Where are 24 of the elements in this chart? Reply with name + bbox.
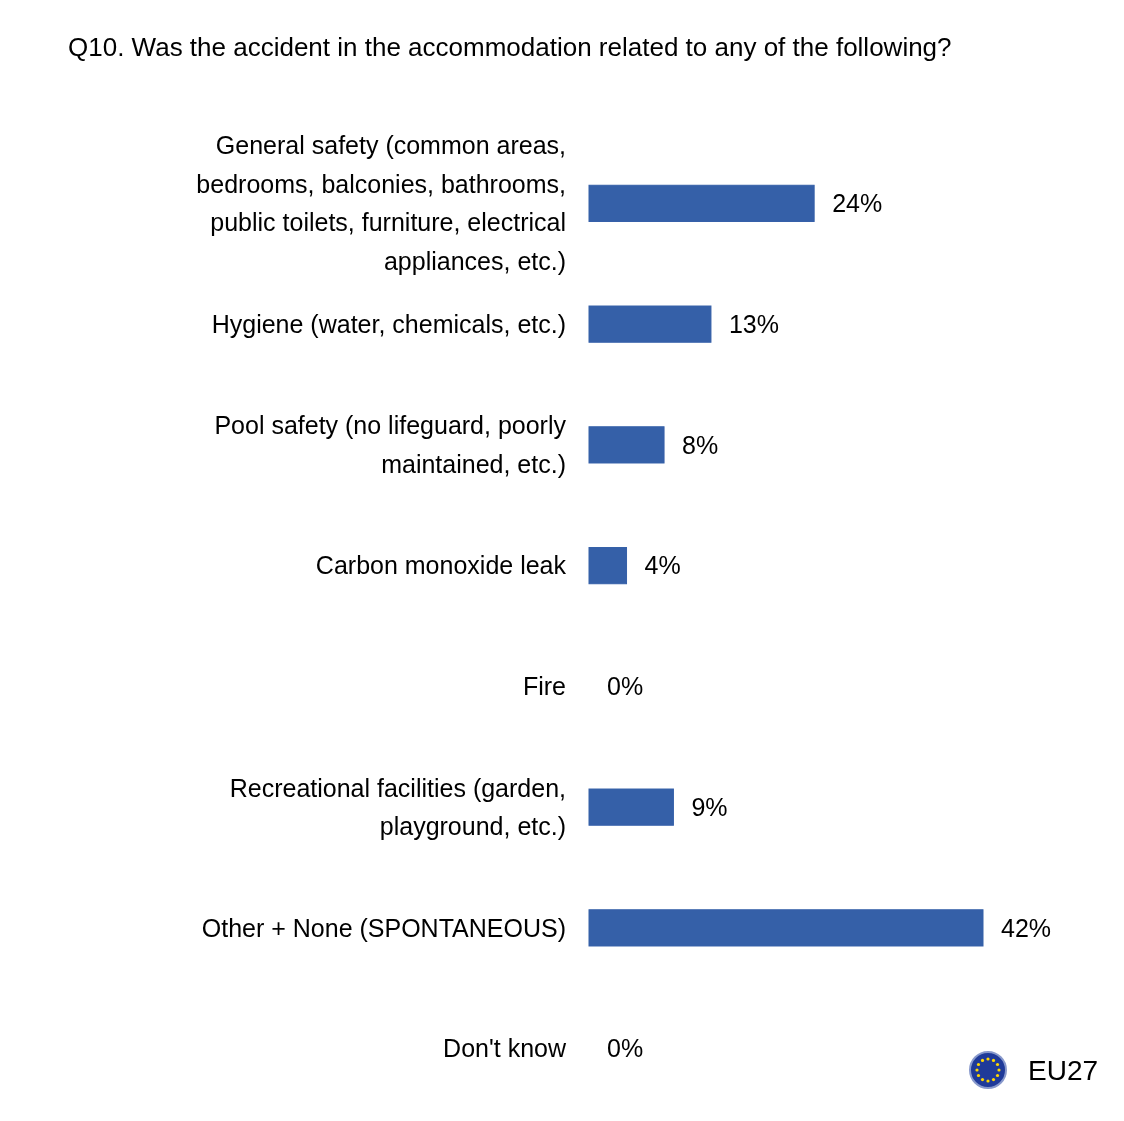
data-label: 9% — [691, 792, 728, 821]
bar — [588, 547, 628, 585]
bar — [588, 305, 712, 343]
data-label: 8% — [682, 430, 719, 459]
data-label: 0% — [607, 672, 644, 701]
y-tick-label: Fire — [522, 672, 566, 701]
y-tick-label: General safety (common areas, bedrooms, balconies, bathrooms, public toilets, furniture, electrical appliances, etc.) — [196, 131, 566, 275]
chart-title: Q10. Was the accident in the accommodation related to any of the following? — [68, 32, 952, 62]
data-label: 42% — [1001, 913, 1052, 942]
bar — [588, 426, 665, 464]
data-label: 4% — [644, 551, 681, 580]
y-tick-label: Recreational facilities (garden, playground, etc.) — [229, 773, 566, 841]
data-label: 0% — [607, 1034, 644, 1063]
text: EU27 — [1028, 1055, 1099, 1086]
bar — [588, 184, 815, 222]
y-tick-label: Don't know — [443, 1034, 567, 1063]
bar — [588, 909, 984, 947]
data-label: 13% — [728, 309, 779, 338]
bar — [588, 788, 674, 826]
y-tick-label: Carbon monoxide leak — [315, 551, 567, 580]
data-label: 24% — [832, 189, 883, 218]
y-tick-label: Other + None (SPONTANEOUS) — [201, 913, 566, 942]
y-tick-label: Pool safety (no lifeguard, poorly maintained, etc.) — [214, 411, 567, 478]
y-tick-label: Hygiene (water, chemicals, etc.) — [211, 309, 566, 338]
